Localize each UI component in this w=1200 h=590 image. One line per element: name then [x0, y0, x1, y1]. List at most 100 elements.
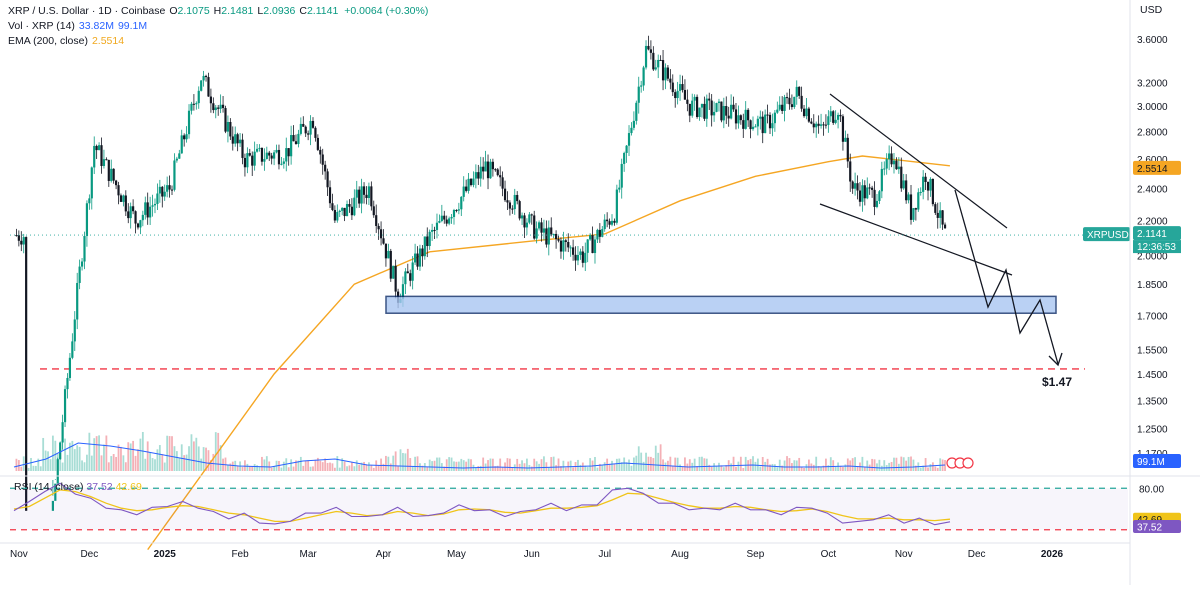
- candle-body: [80, 261, 84, 267]
- volume-bar: [876, 463, 878, 471]
- volume-bar: [509, 458, 511, 471]
- candle-body: [739, 115, 742, 121]
- volume-bar: [273, 466, 276, 471]
- legend-row-ema: EMA (200, close) 2.5514: [8, 34, 432, 49]
- candle-body: [486, 161, 490, 179]
- candle-body: [586, 239, 589, 253]
- candle-body: [615, 189, 618, 223]
- volume-bar: [27, 467, 30, 471]
- candle-body: [844, 137, 847, 142]
- volume-bar: [149, 452, 152, 471]
- volume-bar: [54, 440, 57, 471]
- volume-bar: [37, 458, 40, 471]
- candle-body: [503, 188, 507, 201]
- volume-bar: [261, 456, 263, 471]
- volume-bar: [258, 466, 261, 471]
- volume-bar: [739, 456, 742, 471]
- volume-bar: [487, 460, 489, 471]
- candle-body: [785, 97, 789, 99]
- volume-bar: [338, 467, 341, 471]
- candle-body: [314, 127, 317, 138]
- volume-bar: [900, 456, 903, 471]
- volume-bar: [185, 454, 188, 471]
- volume-bar: [263, 459, 266, 471]
- volume-bar: [278, 460, 280, 471]
- volume-bar: [645, 452, 647, 471]
- candle-body: [105, 159, 108, 161]
- candle-body: [482, 166, 485, 172]
- candle-body: [302, 123, 305, 127]
- volume-bar: [15, 458, 18, 471]
- volume-bar: [521, 460, 523, 471]
- candle-body: [508, 202, 512, 209]
- volume-bar: [766, 458, 769, 471]
- volume-bar: [443, 466, 446, 471]
- candle-body: [686, 99, 689, 104]
- candle-body: [664, 67, 667, 81]
- volume-bar: [827, 465, 830, 471]
- candle-body: [567, 241, 570, 248]
- candle-body: [688, 103, 691, 116]
- candle-body: [414, 253, 417, 263]
- volume-bar: [207, 450, 210, 471]
- candle-body: [671, 82, 674, 93]
- candle-body: [63, 389, 67, 423]
- candle-body: [51, 500, 54, 511]
- volume-bar: [545, 462, 548, 471]
- candle-body: [311, 120, 315, 128]
- volume-bar: [363, 461, 365, 471]
- candle-body: [720, 101, 723, 121]
- rsi-ma-line: [13, 489, 951, 523]
- volume-bar: [355, 460, 358, 471]
- volume-bar: [139, 438, 142, 471]
- candle-body: [321, 154, 324, 165]
- volume-bar: [51, 435, 54, 471]
- volume-bar: [414, 456, 417, 471]
- candle-body: [406, 271, 409, 274]
- volume-bar: [178, 458, 181, 471]
- volume-bar: [244, 460, 246, 471]
- candle-body: [766, 114, 769, 116]
- volume-bar: [890, 461, 893, 471]
- wedge-lower-line: [819, 203, 1013, 276]
- volume-bar: [615, 458, 618, 471]
- volume-bar: [552, 456, 555, 471]
- volume-bar: [171, 436, 173, 471]
- legend-change: +0.0064 (+0.30%): [344, 5, 429, 17]
- volume-bar: [516, 458, 519, 471]
- volume-bar: [117, 444, 120, 471]
- candle-body: [93, 145, 96, 168]
- candle-body: [853, 183, 857, 189]
- candle-body: [180, 135, 183, 154]
- countdown-badge-bg: [1133, 240, 1181, 254]
- candle-body: [713, 111, 716, 116]
- candle-body: [467, 178, 470, 191]
- volume-bar: [20, 466, 23, 471]
- price-tick-label: 1.3500: [1137, 396, 1168, 407]
- candle-body: [858, 190, 862, 202]
- candle-body: [107, 159, 110, 181]
- candle-body: [802, 108, 806, 117]
- candle-body: [644, 45, 648, 68]
- volume-bar: [829, 457, 832, 471]
- candle-body: [100, 145, 103, 166]
- volume-bar: [771, 463, 774, 471]
- volume-bar: [778, 459, 781, 471]
- volume-bar: [674, 457, 677, 471]
- volume-bar: [543, 456, 545, 471]
- volume-bar: [229, 463, 232, 471]
- volume-bar: [642, 461, 645, 471]
- candle-body: [518, 201, 521, 219]
- candle-body: [885, 159, 888, 169]
- candle-body: [355, 189, 358, 198]
- candle-body: [642, 67, 645, 86]
- candle-body: [917, 192, 920, 210]
- currency-label[interactable]: USD: [1140, 4, 1163, 16]
- price-tick-label: 1.2500: [1137, 425, 1168, 436]
- candle-body: [326, 171, 329, 188]
- volume-bar: [49, 459, 52, 471]
- candle-body: [581, 251, 584, 263]
- candle-body: [873, 189, 876, 207]
